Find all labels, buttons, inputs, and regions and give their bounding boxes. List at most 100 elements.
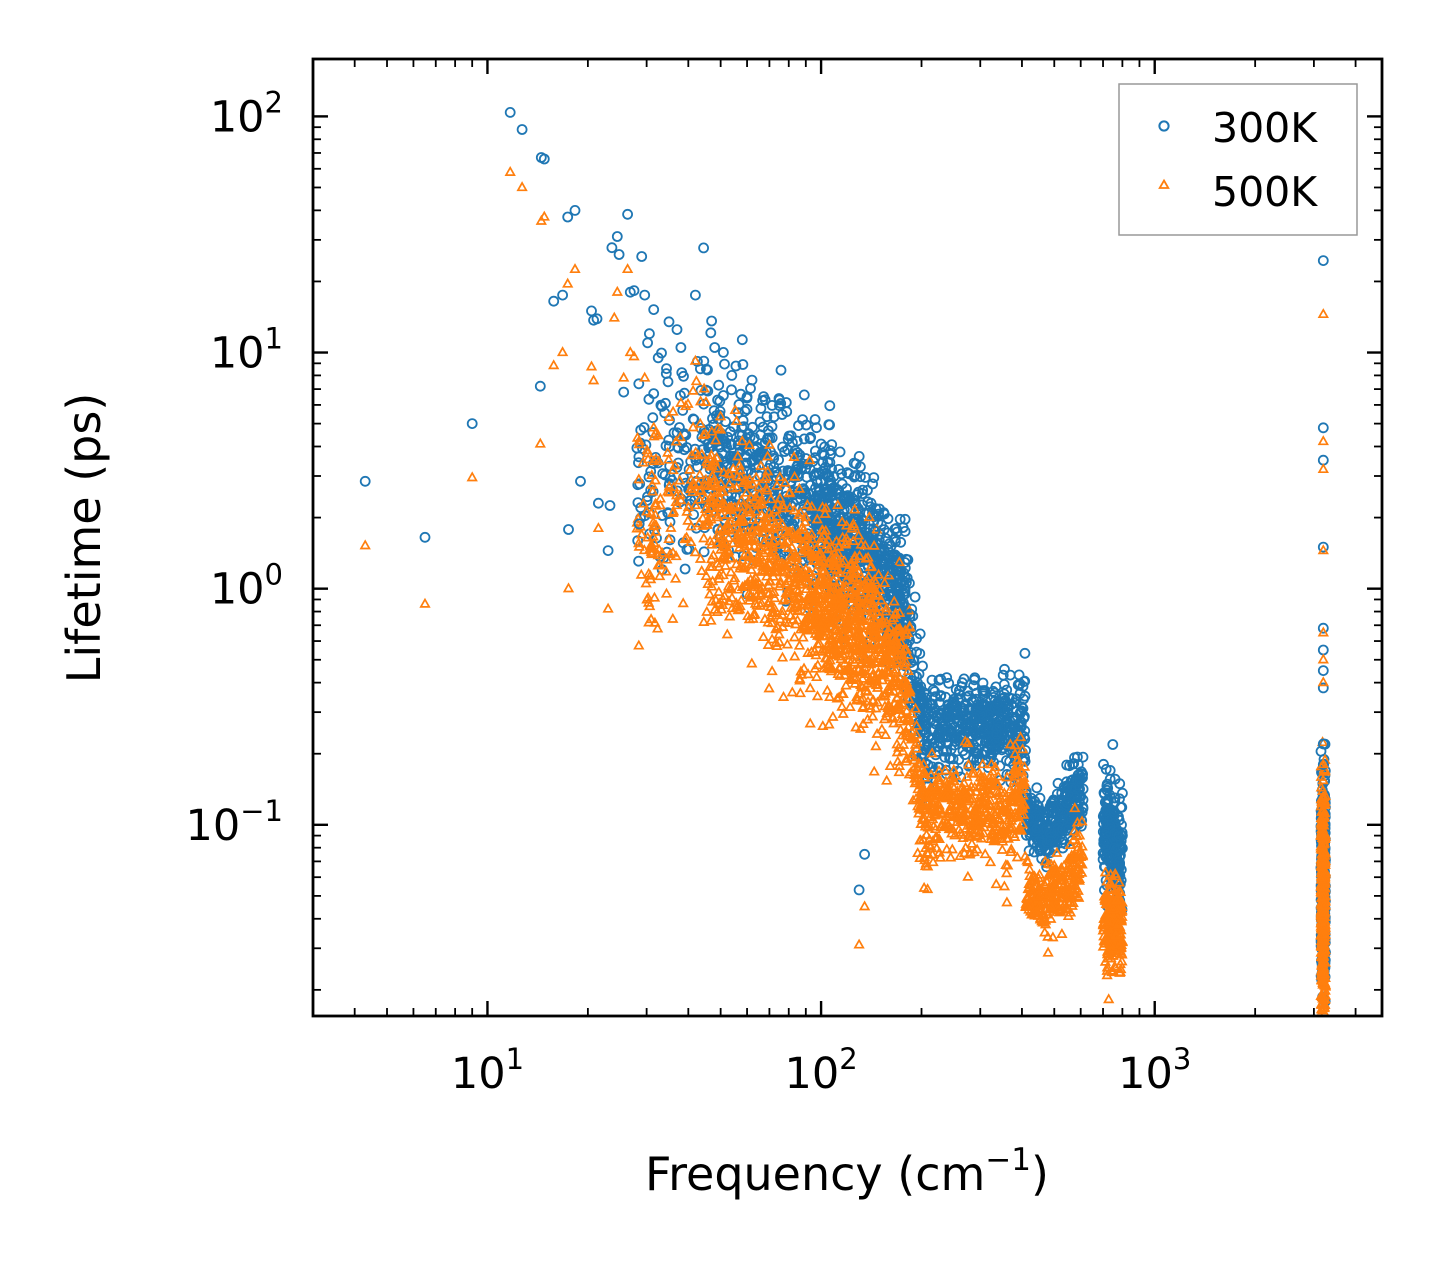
data-point-500k [889, 608, 901, 619]
data-point-300k [914, 628, 926, 640]
data-point-500k [841, 591, 854, 602]
data-point-500k [698, 615, 710, 626]
data-point-500k [839, 644, 852, 655]
data-point-500k [819, 593, 831, 604]
data-point-300k [838, 490, 850, 502]
data-point-500k [1114, 928, 1127, 939]
data-point-500k [919, 820, 932, 831]
data-point-500k [992, 812, 1004, 823]
data-point-300k [943, 677, 955, 689]
data-point-500k [773, 555, 785, 566]
data-point-500k [640, 505, 653, 516]
data-point-300k [1057, 814, 1069, 826]
data-point-500k [780, 566, 793, 577]
data-point-500k [821, 684, 833, 695]
data-point-300k [634, 478, 646, 490]
data-point-500k [887, 658, 899, 669]
data-point-500k [870, 740, 882, 751]
data-point-500k [847, 517, 859, 528]
data-point-500k [723, 478, 735, 489]
data-point-500k [1042, 930, 1054, 941]
data-point-500k [763, 565, 775, 576]
data-point-500k [633, 434, 645, 445]
data-point-300k [705, 327, 717, 339]
data-point-500k [933, 799, 945, 810]
data-point-300k [899, 557, 911, 568]
data-point-500k [839, 538, 852, 549]
data-point-500k [829, 593, 841, 604]
data-point-300k [991, 723, 1002, 735]
data-point-500k [945, 800, 957, 811]
data-point-500k [715, 498, 728, 509]
data-point-500k [664, 548, 676, 559]
data-point-300k [968, 694, 980, 706]
data-point-300k [659, 469, 671, 481]
data-point-500k [764, 511, 777, 522]
data-point-500k [816, 564, 828, 575]
data-point-500k [1069, 888, 1081, 899]
data-point-300k [826, 439, 838, 451]
data-point-500k [1039, 926, 1051, 937]
data-point-300k [990, 681, 1002, 693]
data-point-300k [875, 566, 887, 578]
data-point-500k [788, 631, 801, 642]
data-point-300k [809, 493, 820, 505]
data-point-300k [824, 400, 836, 412]
data-point-500k [724, 468, 736, 479]
data-point-500k [767, 522, 780, 533]
data-point-500k [789, 618, 802, 629]
data-point-500k [689, 546, 701, 557]
data-point-300k [1034, 792, 1046, 804]
data-point-300k [714, 395, 726, 407]
data-point-300k [889, 523, 901, 535]
data-point-500k [1077, 850, 1089, 861]
data-point-500k [700, 395, 712, 406]
data-point-300k [645, 465, 657, 477]
data-point-500k [833, 661, 846, 672]
data-point-500k [797, 631, 809, 642]
data-point-500k [998, 880, 1011, 891]
data-point-500k [756, 497, 768, 508]
data-point-500k [962, 737, 974, 748]
data-point-500k [942, 791, 954, 802]
data-point-500k [865, 579, 877, 590]
data-point-300k [718, 346, 729, 358]
data-point-500k [838, 555, 851, 566]
data-point-300k [1056, 787, 1068, 799]
data-point-500k [633, 473, 645, 484]
data-point-300k [828, 470, 840, 482]
data-point-300k [783, 515, 795, 527]
data-point-500k [766, 665, 778, 676]
data-point-500k [857, 637, 869, 648]
data-point-300k [741, 403, 753, 415]
data-point-300k [798, 389, 810, 401]
data-point-500k [730, 597, 742, 608]
data-point-500k [695, 484, 707, 495]
data-point-500k [813, 548, 825, 559]
data-point-500k [854, 687, 866, 698]
data-point-500k [733, 536, 745, 547]
data-point-500k [778, 502, 790, 513]
data-point-500k [1113, 876, 1125, 887]
data-point-500k [883, 703, 896, 714]
data-point-300k [1040, 816, 1052, 827]
data-point-500k [925, 790, 937, 801]
data-point-500k [852, 643, 865, 654]
data-point-500k [960, 813, 972, 824]
data-point-500k [878, 713, 891, 724]
data-point-300k [860, 471, 871, 483]
data-point-500k [869, 583, 881, 594]
data-point-500k [996, 843, 1008, 854]
data-point-500k [839, 657, 851, 668]
data-point-500k [682, 514, 694, 525]
data-point-300k [978, 723, 989, 735]
data-point-500k [711, 557, 723, 568]
data-point-300k [679, 563, 691, 575]
data-point-500k [1004, 738, 1017, 749]
data-point-500k [698, 382, 710, 393]
data-point-500k [713, 585, 725, 596]
data-point-500k [1068, 871, 1081, 882]
data-point-500k [921, 846, 933, 857]
data-point-300k [714, 405, 726, 417]
data-point-500k [781, 535, 794, 546]
